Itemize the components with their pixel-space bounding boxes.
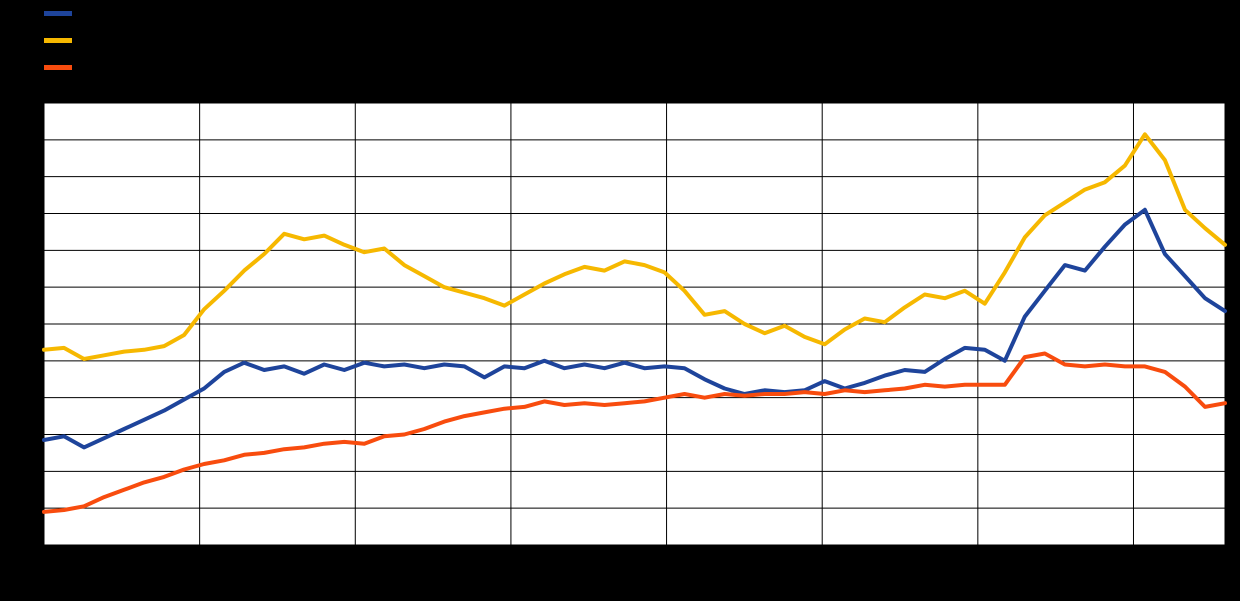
legend-item-series-blue [44,8,82,19]
legend-item-series-orange [44,62,82,73]
legend-swatch-series-blue [44,11,72,16]
chart-legend [44,8,82,73]
legend-swatch-series-orange [44,65,72,70]
series-line-series-yellow [42,132,1227,361]
legend-item-series-yellow [44,35,82,46]
legend-swatch-series-yellow [44,38,72,43]
series-line-series-blue [42,207,1227,450]
series-line-series-orange [42,351,1227,514]
